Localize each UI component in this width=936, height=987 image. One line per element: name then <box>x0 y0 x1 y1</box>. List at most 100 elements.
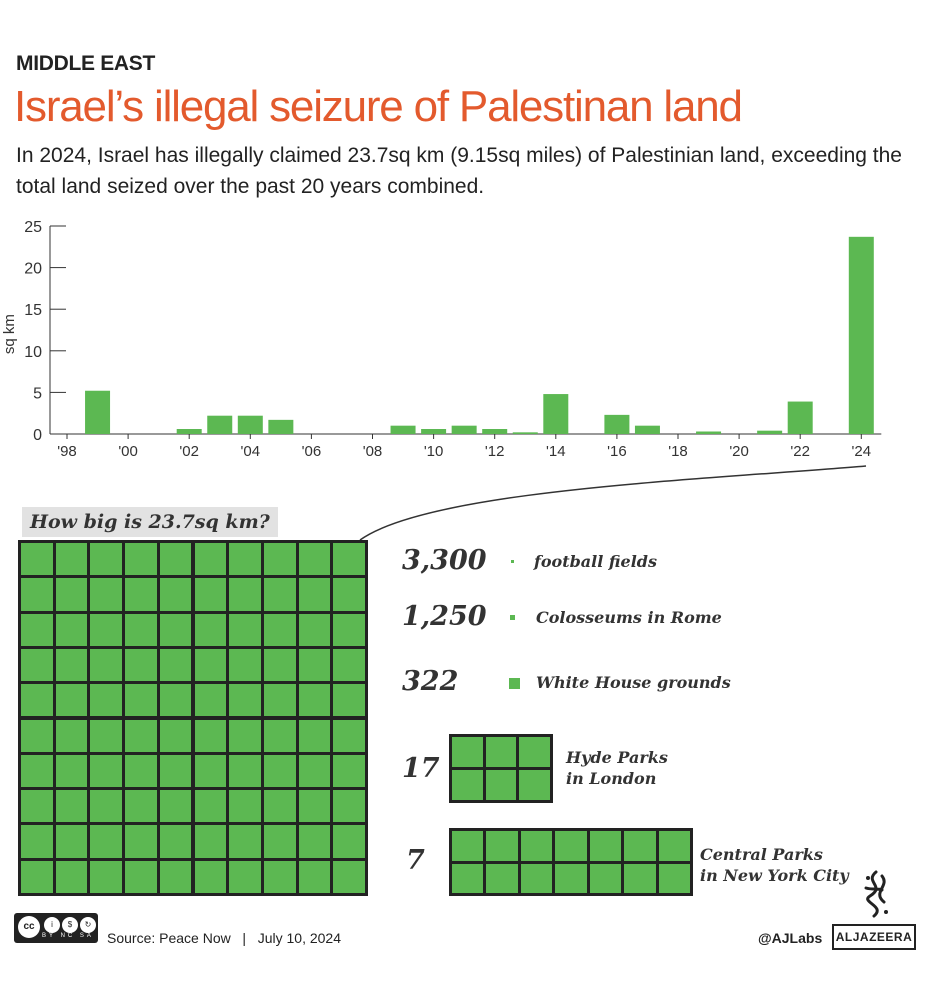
area-grid-cell <box>263 648 296 682</box>
area-grid-cell <box>90 613 123 646</box>
area-grid-cell <box>55 719 88 752</box>
area-grid-cell <box>194 719 227 752</box>
creative-commons-badge: cc i $ ↻ BY NC SA <box>14 913 98 943</box>
label-hyde-parks: Hyde Parks in London <box>566 747 668 789</box>
bar-2009 <box>390 425 416 434</box>
football-field-square <box>511 560 514 563</box>
colosseum-square <box>510 615 515 620</box>
area-grid-cell <box>55 613 88 646</box>
area-grid-cell <box>90 543 123 576</box>
area-grid-cell <box>55 825 88 858</box>
area-grid-cell <box>21 578 53 611</box>
hyde-park-cell <box>519 770 550 800</box>
bar-2011 <box>451 425 477 434</box>
area-grid-cell <box>90 860 123 893</box>
x-tick-label-'98: '98 <box>57 443 77 460</box>
label-white-house: White House grounds <box>536 673 731 692</box>
area-grid-cell <box>125 578 157 611</box>
nc-icon: $ <box>62 917 78 933</box>
bar-1999 <box>85 390 111 434</box>
area-grid-cell <box>125 719 157 752</box>
hyde-park-cell <box>519 737 550 767</box>
x-tick-label-'20: '20 <box>729 443 749 460</box>
bar-2010 <box>421 429 447 434</box>
area-grid-cell <box>55 860 88 893</box>
count-hyde-parks: 17 <box>402 753 440 784</box>
area-grid-cell <box>194 613 227 646</box>
bar-2012 <box>482 429 508 434</box>
area-grid-cell <box>263 613 296 646</box>
central-park-cell <box>658 831 690 861</box>
area-grid-cell <box>263 790 296 823</box>
area-grid-cell <box>333 684 365 717</box>
area-grid-cell <box>21 648 53 682</box>
source-line: Source: Peace Now | July 10, 2024 <box>107 930 341 946</box>
hyde-park-cell <box>452 770 483 800</box>
count-colosseums: 1,250 <box>402 601 487 632</box>
area-grid-cell <box>263 543 296 576</box>
hyde-park-cell <box>452 737 483 767</box>
x-tick-label-'16: '16 <box>607 443 627 460</box>
label-central-line-2: in New York City <box>700 866 849 885</box>
area-grid-cell <box>90 719 123 752</box>
central-park-cell <box>589 831 622 861</box>
area-grid-cell <box>159 790 192 823</box>
label-football-fields: football fields <box>534 552 657 571</box>
comparison-box-label: How big is 23.7sq km? <box>22 507 278 537</box>
cc-icon: cc <box>18 916 40 938</box>
area-grid-cell <box>90 825 123 858</box>
bar-2014 <box>543 394 569 434</box>
count-football-fields: 3,300 <box>402 545 487 576</box>
area-grid-cell <box>159 613 192 646</box>
area-grid-cell <box>229 719 261 752</box>
hyde-park-squares <box>449 734 553 803</box>
area-grid-cell <box>298 543 331 576</box>
area-grid-cell <box>229 543 261 576</box>
area-grid-cell <box>159 860 192 893</box>
area-grid-cell <box>125 790 157 823</box>
count-white-house: 322 <box>402 666 459 697</box>
y-tick-label-5: 5 <box>33 385 42 402</box>
area-grid-cell <box>263 578 296 611</box>
hyde-park-cell <box>485 737 517 767</box>
area-grid-cell <box>55 790 88 823</box>
area-grid-cell <box>333 719 365 752</box>
publish-date: July 10, 2024 <box>257 930 342 946</box>
area-grid-cell <box>159 543 192 576</box>
area-grid-cell <box>159 578 192 611</box>
area-grid-cell <box>298 825 331 858</box>
white-house-square <box>509 678 520 689</box>
area-grid-cell <box>159 684 192 717</box>
x-tick-label-'06: '06 <box>302 443 322 460</box>
area-grid-cell <box>125 648 157 682</box>
y-tick-label-0: 0 <box>33 427 42 444</box>
area-grid-cell <box>90 648 123 682</box>
x-tick-label-'18: '18 <box>668 443 688 460</box>
area-grid-cell <box>229 790 261 823</box>
y-tick-label-10: 10 <box>24 344 42 361</box>
area-grid-cell <box>159 648 192 682</box>
area-grid-cell <box>298 684 331 717</box>
area-grid-cell <box>263 719 296 752</box>
area-grid-cell <box>194 790 227 823</box>
central-park-cell <box>555 863 587 893</box>
x-tick-label-'04: '04 <box>241 443 261 460</box>
x-tick-label-'08: '08 <box>363 443 383 460</box>
label-central-line-1: Central Parks <box>700 845 823 864</box>
area-grid-cell <box>21 684 53 717</box>
x-tick-label-'22: '22 <box>790 443 810 460</box>
central-park-cell <box>658 863 690 893</box>
area-grid-cell <box>125 825 157 858</box>
central-park-cell <box>486 863 518 893</box>
area-grid-cell <box>298 860 331 893</box>
page-subtitle: In 2024, Israel has illegally claimed 23… <box>16 144 902 198</box>
area-grid-cell <box>159 825 192 858</box>
aljazeera-logo-icon <box>864 870 888 918</box>
area-grid-cell <box>333 648 365 682</box>
label-central-parks: Central Parks in New York City <box>700 844 849 886</box>
bar-2019 <box>696 431 722 434</box>
area-grid-cell <box>194 684 227 717</box>
license-text: BY NC SA <box>42 933 94 939</box>
area-grid-cell <box>90 754 123 788</box>
sa-icon: ↻ <box>80 917 96 933</box>
